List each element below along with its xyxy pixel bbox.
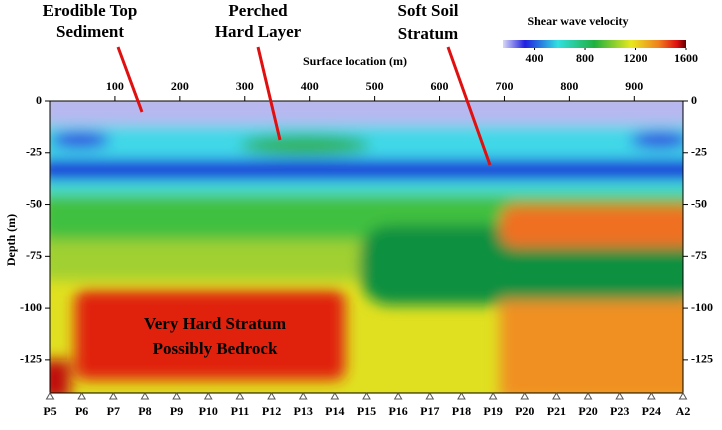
velocity-field: [50, 101, 683, 393]
station-marker: [140, 392, 150, 400]
station-marker: [615, 392, 625, 400]
station-label: P13: [294, 404, 313, 418]
station-label: P8: [138, 404, 151, 418]
y-tick-label: -25: [26, 145, 42, 159]
station-marker: [457, 392, 466, 400]
y-tick-label: -25: [691, 145, 707, 159]
station-marker: [583, 392, 593, 400]
y-tick-label: -125: [691, 352, 713, 366]
station-label: P7: [107, 404, 120, 418]
annotation: Very Hard Stratum: [144, 314, 286, 333]
station-label: A2: [676, 404, 691, 418]
station-label: P21: [547, 404, 566, 418]
colorbar-tick-label: 1200: [624, 51, 648, 65]
y-tick-label: 0: [36, 93, 42, 107]
station-marker: [235, 392, 245, 400]
colorbar-title: Shear wave velocity: [527, 14, 628, 28]
pointer: [256, 46, 282, 141]
station-marker: [108, 392, 118, 400]
y-tick-label: -125: [20, 352, 42, 366]
station-marker: [520, 392, 530, 400]
station-marker: [362, 392, 371, 400]
pointer: [446, 46, 492, 166]
station-label: P14: [325, 404, 344, 418]
x-tick-label: 400: [301, 79, 319, 93]
station-marker: [552, 392, 561, 400]
y-axis-label: Depth (m): [4, 214, 18, 266]
x-tick-label: 200: [171, 79, 189, 93]
station-label: P19: [483, 404, 502, 418]
station-label: P15: [357, 404, 376, 418]
station-marker: [393, 392, 403, 400]
x-tick-label: 300: [236, 79, 254, 93]
x-tick-label: 800: [560, 79, 578, 93]
x-tick-label: 100: [106, 79, 124, 93]
station-marker: [646, 392, 656, 400]
station-marker: [298, 392, 308, 400]
station-marker: [267, 392, 276, 400]
station-label: P5: [43, 404, 56, 418]
station-label: P17: [420, 404, 439, 418]
y-tick-label: -75: [691, 248, 707, 262]
station-label: P9: [170, 404, 183, 418]
y-tick-label: -50: [691, 196, 707, 210]
station-label: P16: [388, 404, 407, 418]
annotation: Hard Layer: [215, 22, 302, 41]
station-marker: [488, 392, 498, 400]
colorbar-tick-label: 1600: [674, 51, 698, 65]
x-tick-label: 700: [495, 79, 513, 93]
y-tick-label: -100: [20, 300, 42, 314]
station-marker: [425, 392, 435, 400]
annotation: Possibly Bedrock: [153, 339, 278, 358]
y-tick-label: 0: [691, 93, 697, 107]
annotation: Soft Soil: [398, 1, 459, 20]
station-marker: [678, 392, 688, 400]
colorbar-tick-label: 800: [576, 51, 594, 65]
x-tick-label: 900: [625, 79, 643, 93]
station-label: P18: [452, 404, 471, 418]
station-label: P10: [199, 404, 218, 418]
y-tick-label: -75: [26, 248, 42, 262]
station-marker: [45, 392, 55, 400]
annotation: Stratum: [398, 24, 458, 43]
y-tick-label: -50: [26, 196, 42, 210]
station-label: P24: [642, 404, 661, 418]
annotation: Erodible Top: [43, 1, 138, 20]
station-label: P11: [231, 404, 250, 418]
x-tick-label: 600: [431, 79, 449, 93]
station-marker: [330, 392, 340, 400]
station-label: P23: [610, 404, 629, 418]
x-tick-label: 500: [366, 79, 384, 93]
station-marker: [77, 392, 87, 400]
station-label: P12: [262, 404, 281, 418]
station-marker: [172, 392, 181, 400]
station-marker: [203, 392, 213, 400]
y-tick-label: -100: [691, 300, 713, 314]
colorbar-tick-label: 400: [526, 51, 544, 65]
station-label: P20: [578, 404, 597, 418]
x-axis-label: Surface location (m): [303, 54, 407, 68]
colorbar: [503, 40, 686, 48]
station-label: P20: [515, 404, 534, 418]
station-label: P6: [75, 404, 88, 418]
pointer: [116, 46, 144, 113]
annotation: Perched: [228, 1, 288, 20]
annotation: Sediment: [56, 22, 124, 41]
